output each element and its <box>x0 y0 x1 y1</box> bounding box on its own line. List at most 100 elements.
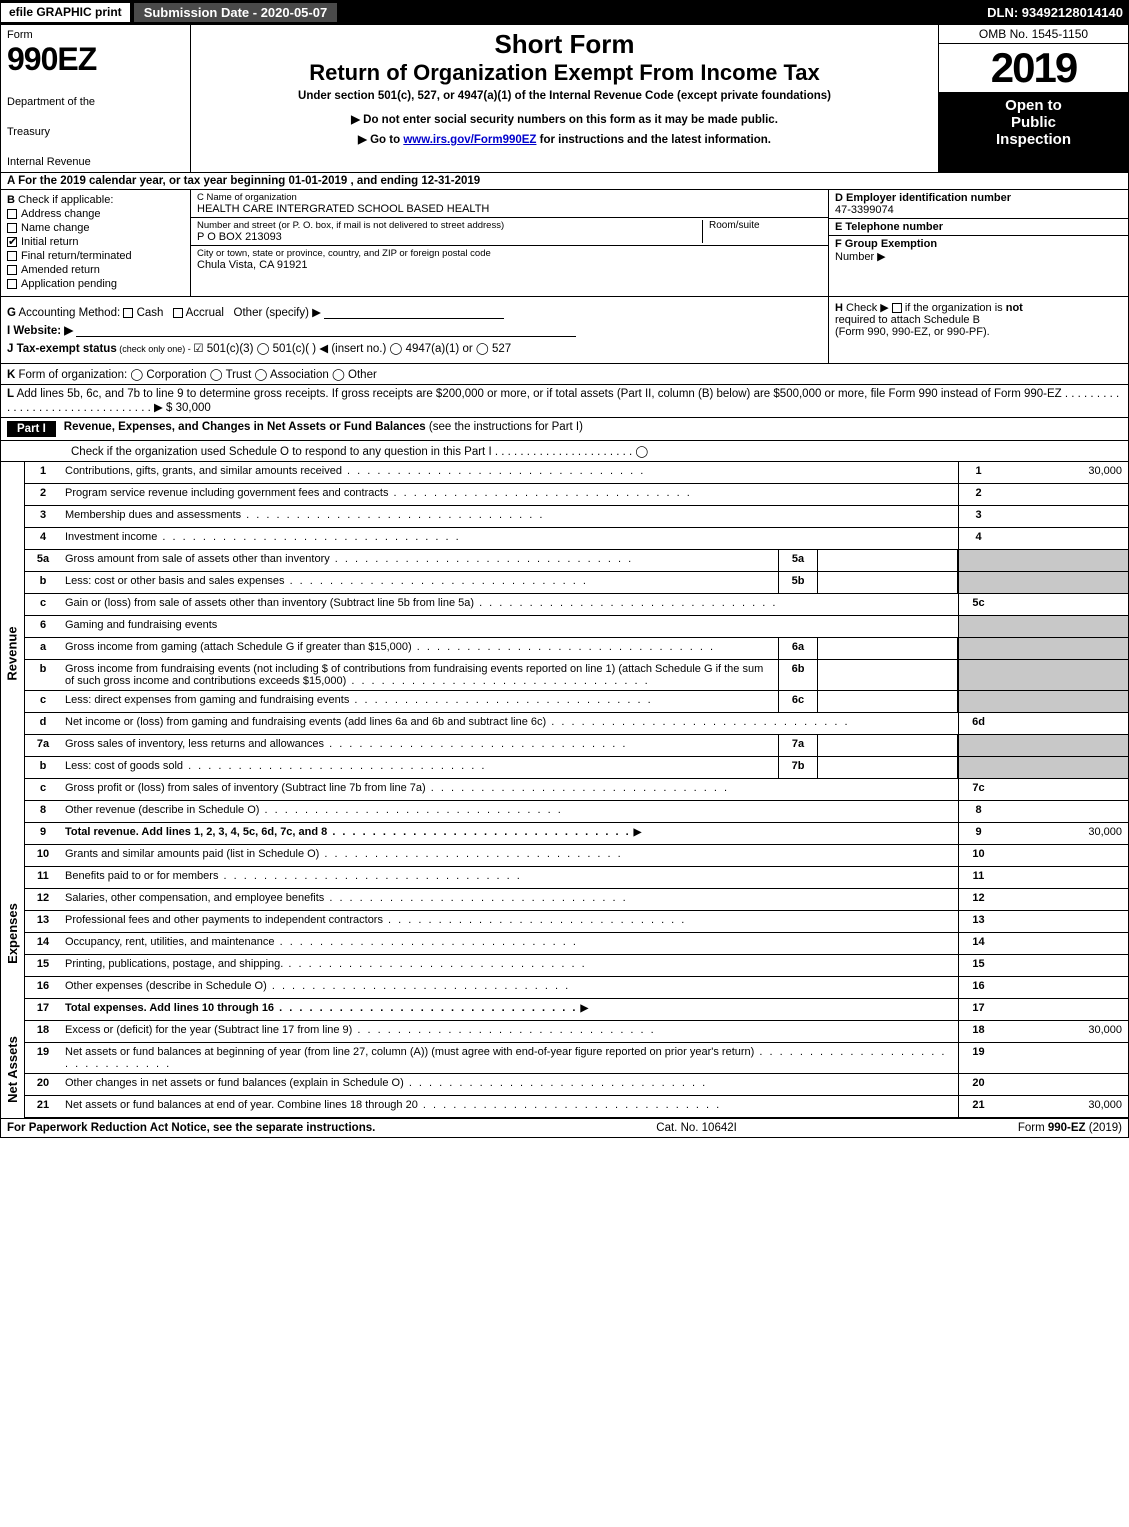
right-number-shaded <box>958 550 998 571</box>
leader-dots <box>327 826 630 838</box>
chk-amended-return[interactable]: Amended return <box>7 264 184 276</box>
dept-line-3: Internal Revenue <box>7 156 184 168</box>
submission-date-label: Submission Date - 2020-05-07 <box>133 2 339 23</box>
right-number: 6d <box>958 713 998 734</box>
row-j-sub: (check only one) - <box>117 344 194 354</box>
mid-box-value[interactable] <box>818 735 958 756</box>
ein-cell: D Employer identification number 47-3399… <box>829 190 1128 219</box>
table-row: 17Total expenses. Add lines 10 through 1… <box>25 999 1128 1021</box>
right-number: 7c <box>958 779 998 800</box>
line-text: Benefits paid to or for members <box>65 870 218 882</box>
line-text: Gaming and fundraising events <box>65 619 217 631</box>
right-value <box>998 889 1128 910</box>
checkbox-icon <box>7 279 17 289</box>
mid-box-value[interactable] <box>818 691 958 712</box>
line-number: 12 <box>25 889 61 910</box>
table-row: cGain or (loss) from sale of assets othe… <box>25 594 1128 616</box>
row-i: I Website: ▶ <box>7 323 822 337</box>
footer-right-post: (2019) <box>1086 1122 1122 1134</box>
row-h-label: H <box>835 302 843 314</box>
form-number: 990EZ <box>7 41 184 78</box>
checkbox-icon[interactable] <box>173 308 183 318</box>
revenue-table: 1Contributions, gifts, grants, and simil… <box>25 462 1128 845</box>
table-row: 2Program service revenue including gover… <box>25 484 1128 506</box>
footer-right: Form 990-EZ (2019) <box>1018 1122 1122 1134</box>
efile-print-button[interactable]: efile GRAPHIC print <box>0 2 131 23</box>
line-number: c <box>25 691 61 712</box>
leader-dots <box>349 694 652 706</box>
line-description: Less: direct expenses from gaming and fu… <box>61 691 778 712</box>
line-description: Salaries, other compensation, and employ… <box>61 889 958 910</box>
mid-box-value[interactable] <box>818 550 958 571</box>
line-number: c <box>25 779 61 800</box>
table-row: 18Excess or (deficit) for the year (Subt… <box>25 1021 1128 1043</box>
line-text: Net income or (loss) from gaming and fun… <box>65 716 546 728</box>
line-description: Occupancy, rent, utilities, and maintena… <box>61 933 958 954</box>
mid-box-value[interactable] <box>818 572 958 593</box>
line-description: Gross sales of inventory, less returns a… <box>61 735 778 756</box>
table-row: 15Printing, publications, postage, and s… <box>25 955 1128 977</box>
right-number: 20 <box>958 1074 998 1095</box>
leader-dots <box>275 936 578 948</box>
chk-application-pending[interactable]: Application pending <box>7 278 184 290</box>
mid-box-value[interactable] <box>818 660 958 690</box>
line-number: 21 <box>25 1096 61 1117</box>
line-description: Grants and similar amounts paid (list in… <box>61 845 958 866</box>
row-k: K Form of organization: ◯ Corporation ◯ … <box>0 364 1129 385</box>
line-text: Investment income <box>65 531 157 543</box>
chk-final-return[interactable]: Final return/terminated <box>7 250 184 262</box>
mid-box-value[interactable] <box>818 757 958 778</box>
irs-link[interactable]: www.irs.gov/Form990EZ <box>403 134 536 146</box>
right-number: 10 <box>958 845 998 866</box>
right-number-shaded <box>958 616 998 637</box>
arrow-icon <box>577 1002 591 1014</box>
checkbox-icon[interactable] <box>892 303 902 313</box>
other-specify-input[interactable] <box>324 318 504 319</box>
line-number: a <box>25 638 61 659</box>
line-number: c <box>25 594 61 615</box>
row-h-text4: (Form 990, 990-EZ, or 990-PF). <box>835 326 1122 338</box>
row-l-label: L <box>7 388 14 400</box>
leader-dots <box>324 892 627 904</box>
chk-label: Application pending <box>21 278 117 290</box>
checkbox-icon[interactable] <box>123 308 133 318</box>
row-l-text: Add lines 5b, 6c, and 7b to line 9 to de… <box>7 388 1119 414</box>
website-input[interactable] <box>76 336 576 337</box>
mid-box-value[interactable] <box>818 638 958 659</box>
right-value-shaded <box>998 735 1128 756</box>
chk-name-change[interactable]: Name change <box>7 222 184 234</box>
ein-label: D Employer identification number <box>835 192 1122 204</box>
line-description: Investment income <box>61 528 958 549</box>
top-bar: efile GRAPHIC print Submission Date - 20… <box>0 0 1129 24</box>
row-g-text: Accounting Method: <box>16 307 123 319</box>
revenue-section: Revenue 1Contributions, gifts, grants, a… <box>0 462 1129 845</box>
line-text: Gross amount from sale of assets other t… <box>65 553 330 565</box>
top-bar-buttons: efile GRAPHIC print Submission Date - 20… <box>0 2 338 23</box>
form-header: Form 990EZ Department of the Treasury In… <box>0 24 1129 173</box>
col-b-title: Check if applicable: <box>15 194 113 206</box>
leader-dots <box>546 716 849 728</box>
right-number: 3 <box>958 506 998 527</box>
right-number: 4 <box>958 528 998 549</box>
row-g: G Accounting Method: Cash Accrual Other … <box>7 305 822 319</box>
chk-initial-return[interactable]: Initial return <box>7 236 184 248</box>
phone-label: E Telephone number <box>835 221 1122 233</box>
table-row: bLess: cost or other basis and sales exp… <box>25 572 1128 594</box>
line-description: Total expenses. Add lines 10 through 16 <box>61 999 958 1020</box>
chk-address-change[interactable]: Address change <box>7 208 184 220</box>
line-number: 14 <box>25 933 61 954</box>
line-description: Net assets or fund balances at end of ye… <box>61 1096 958 1117</box>
part-i-check-line: Check if the organization used Schedule … <box>0 441 1129 462</box>
org-name-value: HEALTH CARE INTERGRATED SCHOOL BASED HEA… <box>197 203 822 215</box>
table-row: 11Benefits paid to or for members11 <box>25 867 1128 889</box>
line-description: Other expenses (describe in Schedule O) <box>61 977 958 998</box>
mid-box-label: 6a <box>778 638 818 659</box>
line-description: Net assets or fund balances at beginning… <box>61 1043 958 1073</box>
table-row: 20Other changes in net assets or fund ba… <box>25 1074 1128 1096</box>
row-j-label: J Tax-exempt status <box>7 343 117 355</box>
right-value <box>998 1074 1128 1095</box>
line-number: b <box>25 572 61 593</box>
line-description: Gross amount from sale of assets other t… <box>61 550 778 571</box>
header-left: Form 990EZ Department of the Treasury In… <box>1 25 191 172</box>
form-word: Form <box>7 29 184 41</box>
